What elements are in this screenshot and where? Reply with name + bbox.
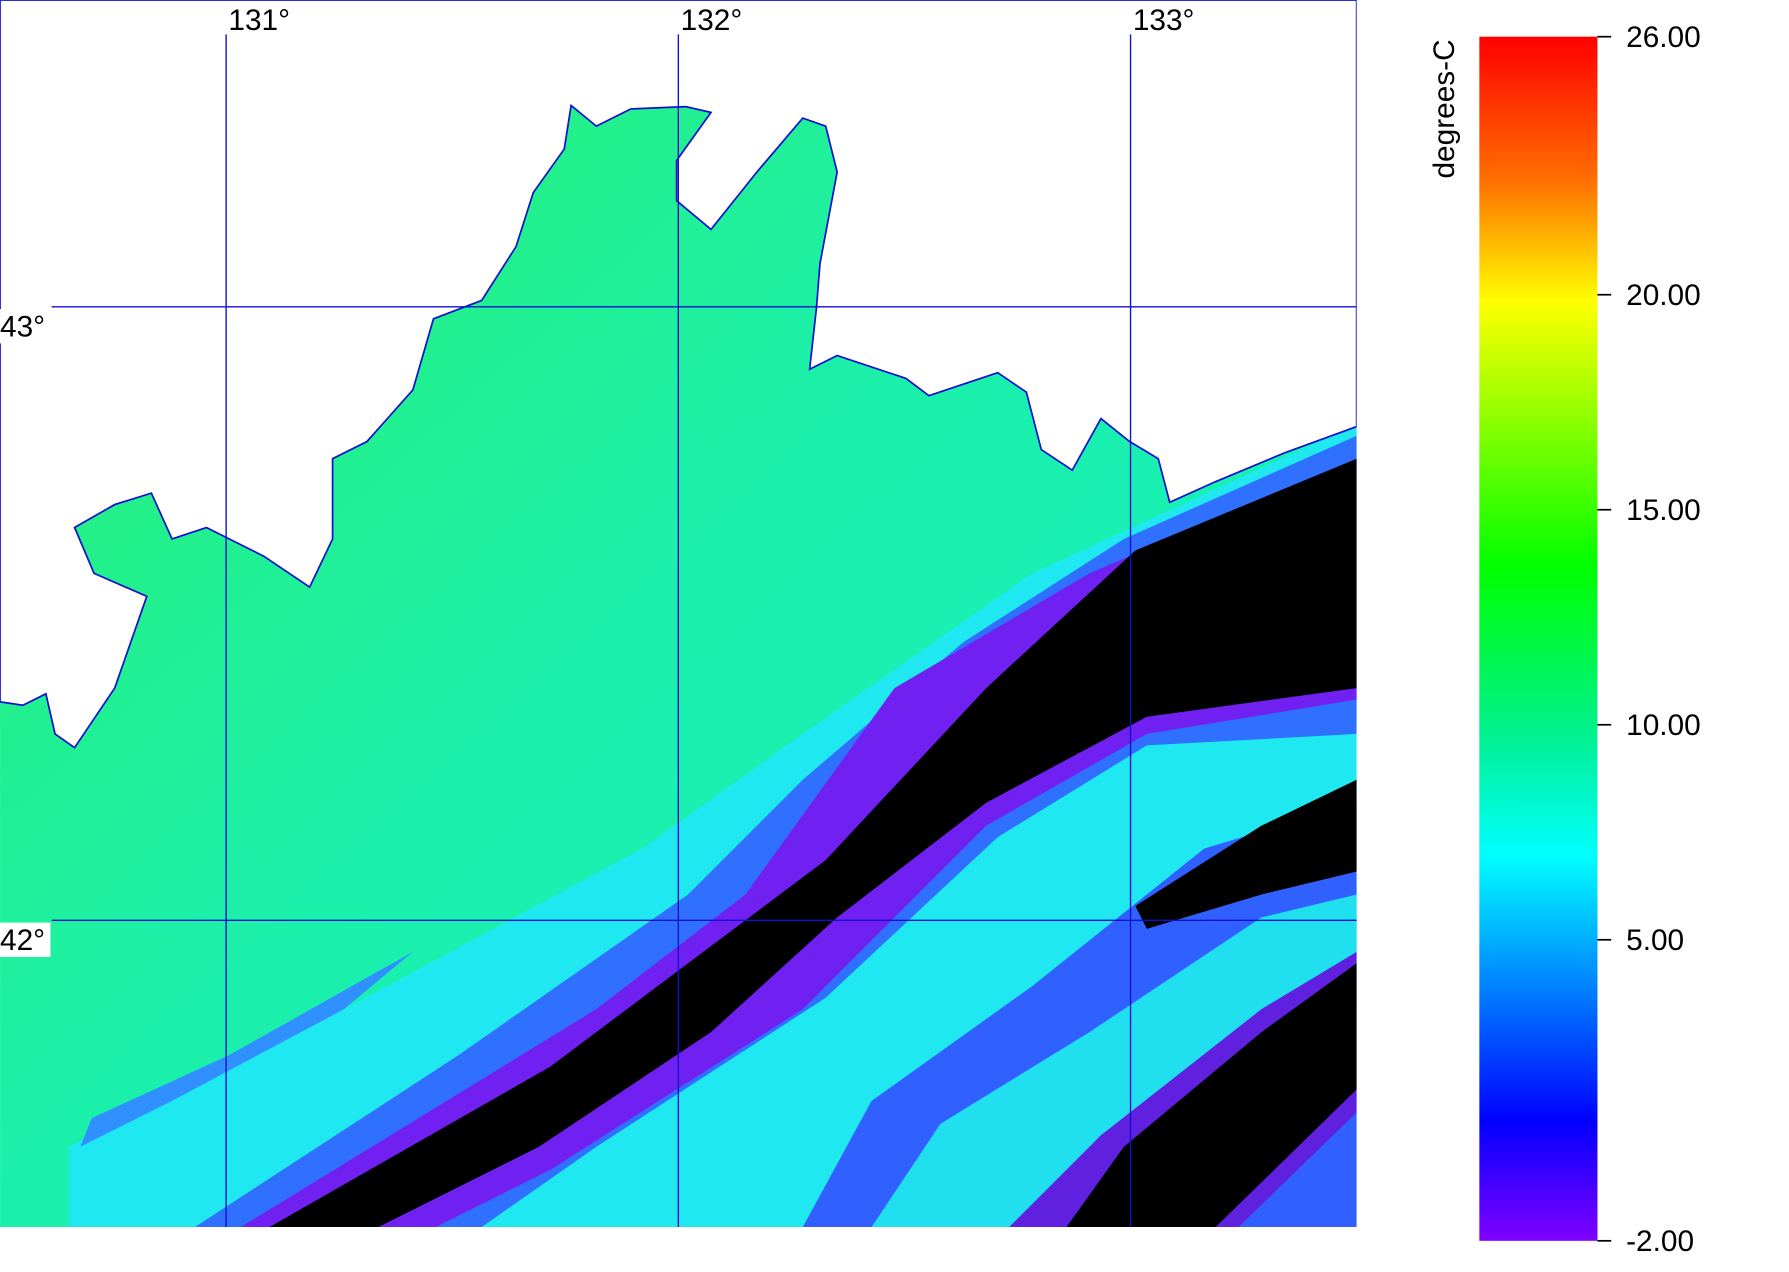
cold-band (269, 458, 1357, 1228)
colorbar-label: degrees-C (1428, 39, 1461, 178)
colorbar-tick-label: -2.00 (1626, 1225, 1694, 1258)
colorbar-tick-label: 10.00 (1626, 709, 1701, 742)
colorbar (1479, 36, 1598, 1241)
lat-label: 42° (0, 924, 45, 957)
land (0, 0, 1357, 749)
cold-band-2 (1066, 963, 1357, 1228)
blue-streak (80, 951, 413, 1147)
colorbar-tick-label: 15.00 (1626, 494, 1701, 527)
cool-zone-2 (871, 894, 1357, 1228)
lat-label-bg (0, 309, 51, 344)
colorbar-tick-label: 26.00 (1626, 21, 1701, 54)
lon-label: 131° (228, 4, 290, 37)
lon-label: 132° (681, 4, 743, 37)
colorbar-tick-label: 5.00 (1626, 924, 1684, 957)
lat-label: 43° (0, 311, 45, 344)
lat-label-bg (0, 922, 51, 957)
colorbar-tick-label: 20.00 (1626, 279, 1701, 312)
cold-streak (1135, 779, 1357, 929)
lon-label: 133° (1133, 4, 1195, 37)
